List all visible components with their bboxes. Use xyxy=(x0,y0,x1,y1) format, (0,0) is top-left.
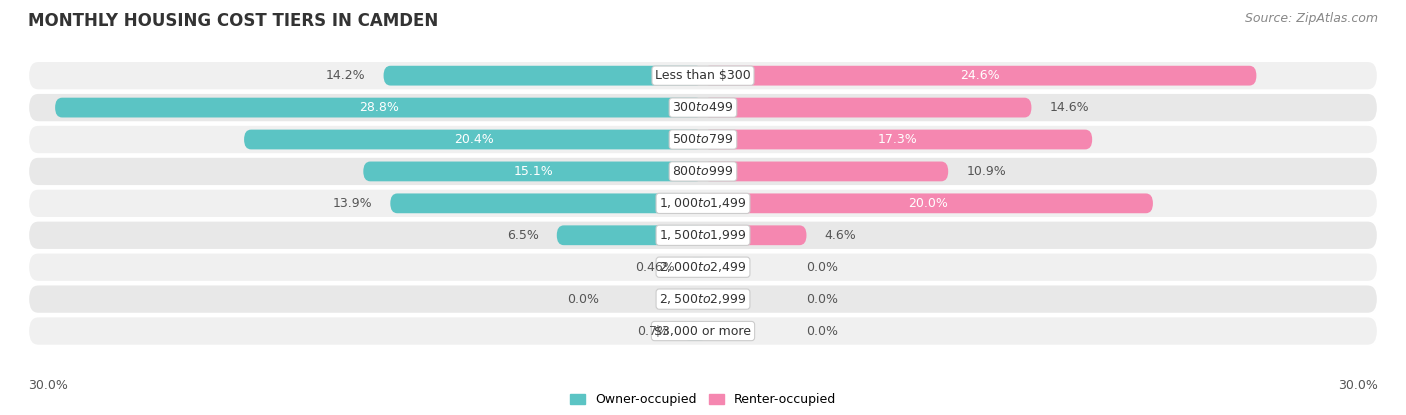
Text: 28.8%: 28.8% xyxy=(359,101,399,114)
Text: $800 to $999: $800 to $999 xyxy=(672,165,734,178)
FancyBboxPatch shape xyxy=(703,129,1092,149)
Text: 0.0%: 0.0% xyxy=(568,293,599,305)
Text: 0.7%: 0.7% xyxy=(637,325,669,337)
FancyBboxPatch shape xyxy=(363,161,703,181)
FancyBboxPatch shape xyxy=(703,225,807,245)
Text: 30.0%: 30.0% xyxy=(28,379,67,393)
FancyBboxPatch shape xyxy=(28,157,1378,186)
Text: 4.6%: 4.6% xyxy=(824,229,856,242)
FancyBboxPatch shape xyxy=(688,321,703,341)
FancyBboxPatch shape xyxy=(28,221,1378,250)
FancyBboxPatch shape xyxy=(391,193,703,213)
Text: MONTHLY HOUSING COST TIERS IN CAMDEN: MONTHLY HOUSING COST TIERS IN CAMDEN xyxy=(28,12,439,30)
FancyBboxPatch shape xyxy=(703,193,1153,213)
Text: 14.2%: 14.2% xyxy=(326,69,366,82)
Text: 0.46%: 0.46% xyxy=(636,261,675,274)
FancyBboxPatch shape xyxy=(28,284,1378,314)
FancyBboxPatch shape xyxy=(384,66,703,85)
FancyBboxPatch shape xyxy=(245,129,703,149)
Text: $300 to $499: $300 to $499 xyxy=(672,101,734,114)
Text: 0.0%: 0.0% xyxy=(807,261,838,274)
Text: 20.0%: 20.0% xyxy=(908,197,948,210)
Text: 0.0%: 0.0% xyxy=(807,293,838,305)
FancyBboxPatch shape xyxy=(28,252,1378,282)
FancyBboxPatch shape xyxy=(703,161,948,181)
Text: 20.4%: 20.4% xyxy=(454,133,494,146)
Text: $500 to $799: $500 to $799 xyxy=(672,133,734,146)
Text: $3,000 or more: $3,000 or more xyxy=(655,325,751,337)
Text: 17.3%: 17.3% xyxy=(877,133,918,146)
Text: 14.6%: 14.6% xyxy=(1049,101,1090,114)
Text: 6.5%: 6.5% xyxy=(508,229,538,242)
Text: 10.9%: 10.9% xyxy=(966,165,1005,178)
Text: $2,500 to $2,999: $2,500 to $2,999 xyxy=(659,292,747,306)
FancyBboxPatch shape xyxy=(55,98,703,117)
Text: 15.1%: 15.1% xyxy=(513,165,553,178)
Text: $2,000 to $2,499: $2,000 to $2,499 xyxy=(659,260,747,274)
FancyBboxPatch shape xyxy=(28,189,1378,218)
FancyBboxPatch shape xyxy=(693,257,703,277)
FancyBboxPatch shape xyxy=(557,225,703,245)
Text: 0.0%: 0.0% xyxy=(807,325,838,337)
FancyBboxPatch shape xyxy=(703,66,1257,85)
Text: 24.6%: 24.6% xyxy=(960,69,1000,82)
Legend: Owner-occupied, Renter-occupied: Owner-occupied, Renter-occupied xyxy=(569,393,837,406)
FancyBboxPatch shape xyxy=(703,98,1032,117)
Text: Source: ZipAtlas.com: Source: ZipAtlas.com xyxy=(1244,12,1378,25)
Text: $1,500 to $1,999: $1,500 to $1,999 xyxy=(659,228,747,242)
FancyBboxPatch shape xyxy=(28,316,1378,346)
FancyBboxPatch shape xyxy=(28,93,1378,122)
Text: Less than $300: Less than $300 xyxy=(655,69,751,82)
Text: $1,000 to $1,499: $1,000 to $1,499 xyxy=(659,196,747,210)
Text: 13.9%: 13.9% xyxy=(333,197,373,210)
FancyBboxPatch shape xyxy=(28,61,1378,90)
Text: 30.0%: 30.0% xyxy=(1339,379,1378,393)
FancyBboxPatch shape xyxy=(28,125,1378,154)
